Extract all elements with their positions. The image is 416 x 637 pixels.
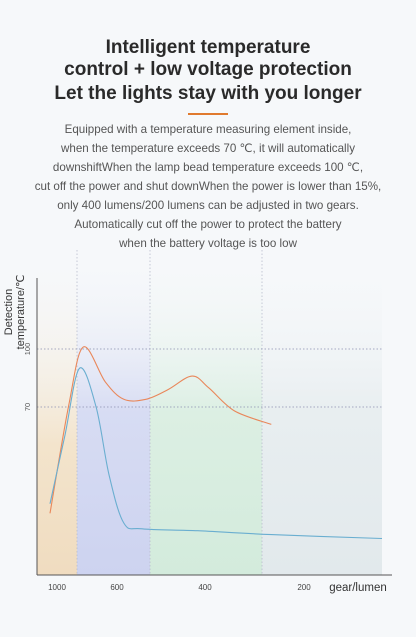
- series-line-orange: [49, 346, 272, 514]
- zone-200: [262, 250, 382, 575]
- y-axis-label-line2: temperature/℃: [15, 275, 27, 350]
- x-tick-label: 600: [110, 583, 124, 592]
- description-line: Automatically cut off the power to prote…: [74, 218, 342, 231]
- x-axis-label: gear/lumen: [329, 582, 387, 594]
- series-line-blue: [49, 367, 383, 540]
- zone-600: [77, 250, 150, 575]
- description-line: cut off the power and shut downWhen the …: [34, 180, 382, 193]
- description-line: Equipped with a temperature measuring el…: [64, 123, 352, 136]
- y-tick-label: 70: [23, 403, 32, 411]
- description-line: only 400 lumens/200 lumens can be adjust…: [57, 199, 359, 212]
- zone-400: [150, 250, 262, 575]
- temperature-chart: Detection temperature/℃ 100 70 1000 600 …: [0, 250, 416, 632]
- zone-1000: [37, 250, 77, 575]
- x-tick-label: 200: [297, 583, 311, 592]
- x-tick-label: 1000: [48, 583, 66, 592]
- description-line: when the temperature exceeds 70 ℃, it wi…: [61, 142, 355, 155]
- y-tick-label: 100: [23, 343, 32, 356]
- description-line: downshiftWhen the lamp bead temperature …: [52, 161, 364, 174]
- headline-line-2: control + low voltage protection: [64, 59, 352, 80]
- y-axis-label-line1: Detection: [3, 289, 15, 335]
- accent-divider: [188, 113, 228, 115]
- headline-line-1: Intelligent temperature: [105, 37, 311, 58]
- x-tick-label: 400: [198, 583, 212, 592]
- subheadline: Let the lights stay with you longer: [54, 83, 362, 104]
- description-line: when the battery voltage is too low: [119, 237, 297, 250]
- chart-svg: Detection temperature/℃ 100 70 1000 600 …: [3, 250, 392, 594]
